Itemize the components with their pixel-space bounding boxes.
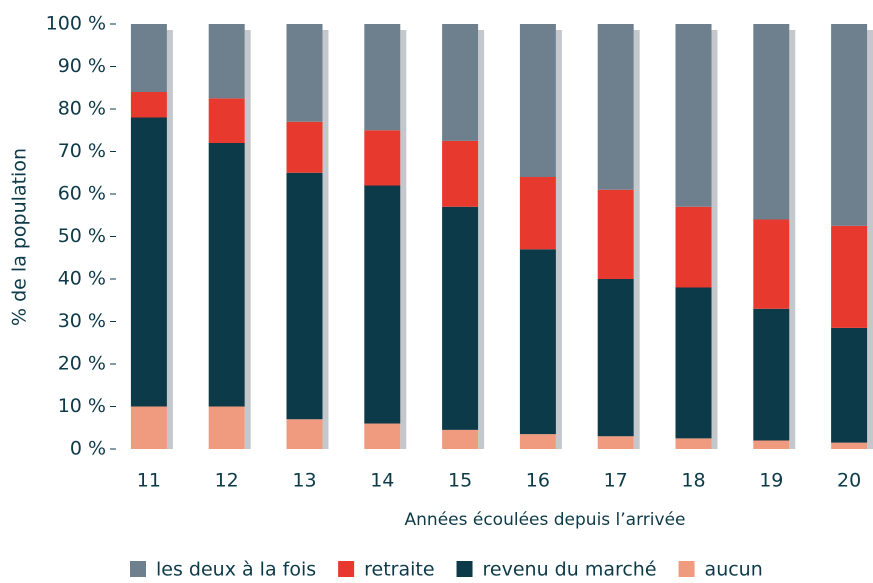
bar-segment <box>675 206 712 288</box>
bar-segment <box>753 24 790 220</box>
bar-shadow <box>244 30 251 449</box>
x-tick-label: 12 <box>215 470 239 492</box>
bar-segment <box>831 442 868 449</box>
bar-shadow <box>789 30 796 449</box>
bar-segment <box>519 177 556 250</box>
legend-swatch <box>130 561 146 577</box>
x-tick-label: 15 <box>448 470 472 492</box>
x-tick-label: 13 <box>292 470 316 492</box>
bar-segment <box>208 143 245 407</box>
bar-segment <box>364 185 401 424</box>
y-tick-label: 0 % <box>70 438 106 460</box>
bar-segment <box>597 189 634 279</box>
x-tick-label: 17 <box>604 470 628 492</box>
bar-segment <box>208 24 245 99</box>
bar-shadow <box>711 30 718 449</box>
bar-segment <box>831 225 868 328</box>
y-tick-label: 100 % <box>46 13 106 35</box>
legend-swatch <box>338 561 355 577</box>
bar-segment <box>675 438 712 449</box>
bar-shadow <box>555 30 562 449</box>
x-tick-label: 14 <box>370 470 394 492</box>
y-tick-label: 60 % <box>58 183 106 205</box>
x-tick-label: 19 <box>759 470 783 492</box>
legend-swatch <box>456 561 473 577</box>
x-axis-label: Années écoulées depuis l’arrivée <box>405 510 686 530</box>
bar-shadow <box>322 30 329 449</box>
bar-segment <box>364 130 401 186</box>
bar-shadow <box>478 30 485 449</box>
x-tick-label: 11 <box>137 470 161 492</box>
bar-segment <box>130 117 167 407</box>
bar-segment <box>442 206 479 430</box>
bar-segment <box>675 24 712 207</box>
y-tick-label: 50 % <box>58 225 106 247</box>
legend-swatch <box>678 561 695 577</box>
bar-segment <box>442 140 479 207</box>
bar-segment <box>675 287 712 439</box>
bar-segment <box>831 24 868 226</box>
bar-segment <box>519 24 556 177</box>
bar-segment <box>286 419 323 449</box>
bar-shadow <box>633 30 640 449</box>
bar-segment <box>597 24 634 190</box>
y-tick-label: 10 % <box>58 395 106 417</box>
bar-segment <box>286 172 323 420</box>
legend-label: retraite <box>364 559 434 580</box>
x-tick-label: 16 <box>526 470 550 492</box>
y-tick-label: 90 % <box>58 55 106 77</box>
legend-label: revenu du marché <box>483 559 657 580</box>
bar-segment <box>130 406 167 449</box>
bar-segment <box>442 24 479 141</box>
legend-label: les deux à la fois <box>156 559 316 580</box>
bar-segment <box>519 249 556 435</box>
bar-shadow <box>400 30 407 449</box>
y-tick-label: 20 % <box>58 353 106 375</box>
y-axis-label: % de la population <box>9 148 31 326</box>
bar-shadow <box>166 30 173 449</box>
bar-segment <box>286 121 323 173</box>
bar-segment <box>208 98 245 143</box>
bar-segment <box>753 308 790 441</box>
bar-segment <box>208 406 245 449</box>
bar-segment <box>286 24 323 122</box>
y-tick-label: 80 % <box>58 98 106 120</box>
y-tick-label: 40 % <box>58 268 106 290</box>
y-tick-label: 70 % <box>58 140 106 162</box>
bar-segment <box>364 24 401 131</box>
bar-segment <box>130 92 167 118</box>
bar-segment <box>753 219 790 309</box>
bar-segment <box>519 434 556 449</box>
x-tick-label: 18 <box>681 470 705 492</box>
bar-segment <box>597 279 634 437</box>
bar-segment <box>753 440 790 449</box>
bar-segment <box>442 429 479 449</box>
bar-segment <box>364 423 401 449</box>
y-tick-label: 30 % <box>58 310 106 332</box>
bar-segment <box>597 436 634 449</box>
bar-shadow <box>867 30 873 449</box>
bar-segment <box>831 327 868 443</box>
bar-segment <box>130 24 167 92</box>
x-tick-label: 20 <box>837 470 861 492</box>
legend-label: aucun <box>705 559 763 580</box>
